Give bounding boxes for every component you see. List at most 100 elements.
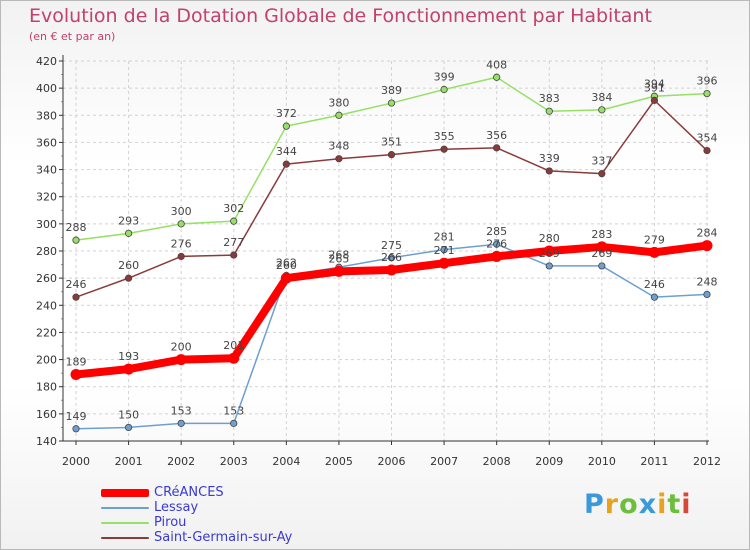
data-label: 354 — [697, 132, 718, 145]
data-label: 200 — [171, 341, 192, 354]
data-point — [703, 290, 711, 299]
legend-item-pirou: Pirou — [101, 515, 292, 530]
data-point — [545, 167, 553, 175]
x-tick-label: 2011 — [640, 455, 668, 468]
data-label: 283 — [591, 228, 612, 241]
data-point — [124, 274, 133, 282]
data-point — [438, 257, 450, 269]
data-point — [177, 252, 185, 261]
y-tick-label: 140 — [36, 435, 57, 448]
data-point — [282, 122, 290, 130]
data-label: 246 — [644, 278, 665, 291]
data-point — [72, 236, 80, 244]
y-tick-label: 180 — [36, 381, 57, 394]
legend-swatch-pirou — [101, 521, 149, 524]
logo-letter: x — [638, 489, 658, 520]
y-tick-label: 360 — [36, 136, 57, 149]
logo-letter: o — [619, 489, 639, 520]
legend-swatch-lessay — [101, 506, 149, 509]
data-label: 394 — [644, 77, 665, 90]
data-point — [440, 246, 448, 254]
y-tick-label: 200 — [36, 354, 57, 367]
data-label: 277 — [223, 236, 244, 249]
data-label: 284 — [697, 227, 718, 240]
x-tick-label: 2010 — [588, 455, 616, 468]
x-tick-label: 2005 — [325, 455, 353, 468]
x-tick-label: 2003 — [220, 455, 248, 468]
data-label: 372 — [276, 107, 297, 120]
data-label: 339 — [539, 152, 560, 165]
data-point — [335, 155, 343, 163]
data-label: 275 — [381, 239, 402, 252]
data-point — [230, 251, 238, 259]
data-point — [333, 265, 345, 277]
y-tick-label: 380 — [36, 109, 57, 122]
data-label: 288 — [66, 221, 87, 234]
data-label: 285 — [486, 225, 507, 238]
x-tick-label: 2006 — [378, 455, 406, 468]
y-tick-label: 220 — [36, 326, 57, 339]
data-point — [598, 106, 606, 114]
data-point — [598, 262, 606, 270]
logo-letter: i — [681, 489, 692, 520]
data-label: 280 — [539, 232, 560, 245]
data-point — [493, 240, 501, 248]
data-point — [493, 73, 501, 81]
data-label: 351 — [381, 136, 402, 149]
x-tick-label: 2007 — [430, 455, 458, 468]
data-label: 149 — [66, 410, 87, 423]
data-label: 356 — [486, 129, 507, 142]
data-point — [440, 145, 448, 153]
x-tick-label: 2001 — [115, 455, 143, 468]
data-point — [545, 262, 553, 270]
y-tick-label: 300 — [36, 218, 57, 231]
legend-label-lessay: Lessay — [154, 500, 199, 515]
data-label: 337 — [591, 155, 612, 168]
data-point — [493, 144, 501, 152]
data-label: 189 — [66, 356, 87, 369]
data-label: 279 — [644, 233, 665, 246]
y-tick-label: 320 — [36, 191, 57, 204]
legend-item-lessay: Lessay — [101, 500, 292, 515]
y-tick-label: 240 — [36, 299, 57, 312]
data-point — [387, 99, 396, 107]
x-tick-label: 2002 — [167, 455, 195, 468]
data-label: 391 — [644, 81, 665, 94]
x-tick-label: 2012 — [693, 455, 721, 468]
data-point — [177, 220, 185, 228]
legend-label-pirou: Pirou — [154, 515, 187, 530]
data-point — [386, 264, 397, 276]
data-point — [387, 254, 396, 262]
data-label: 344 — [276, 145, 297, 158]
data-point — [230, 217, 238, 225]
data-label: 265 — [328, 252, 349, 265]
data-point — [282, 160, 290, 168]
data-label: 271 — [434, 244, 455, 257]
chart-subtitle: (en € et par an) — [29, 30, 116, 43]
data-point — [701, 240, 713, 252]
data-label: 266 — [381, 251, 402, 264]
legend-item-saint-germain: Saint-Germain-sur-Ay — [101, 530, 292, 545]
data-label: 153 — [171, 404, 192, 417]
legend-label-saint-germain: Saint-Germain-sur-Ay — [154, 530, 293, 545]
x-tick-label: 2008 — [483, 455, 511, 468]
data-label: 293 — [118, 214, 139, 227]
data-point — [335, 111, 343, 119]
legend-swatch-saint-germain — [101, 536, 149, 539]
data-label: 201 — [223, 339, 244, 352]
data-label: 246 — [66, 278, 87, 291]
data-label: 276 — [171, 237, 192, 250]
logo-letter: t — [667, 489, 682, 520]
data-point — [387, 151, 396, 159]
data-label: 380 — [328, 96, 349, 109]
data-label: 389 — [381, 84, 402, 97]
data-point — [650, 96, 659, 104]
data-label: 399 — [434, 71, 455, 84]
data-label: 193 — [118, 350, 139, 363]
data-point — [440, 85, 448, 94]
data-label: 268 — [328, 248, 349, 261]
data-label: 276 — [486, 237, 507, 250]
data-point — [72, 425, 80, 433]
data-label: 260 — [118, 259, 139, 272]
y-tick-label: 400 — [36, 82, 57, 95]
